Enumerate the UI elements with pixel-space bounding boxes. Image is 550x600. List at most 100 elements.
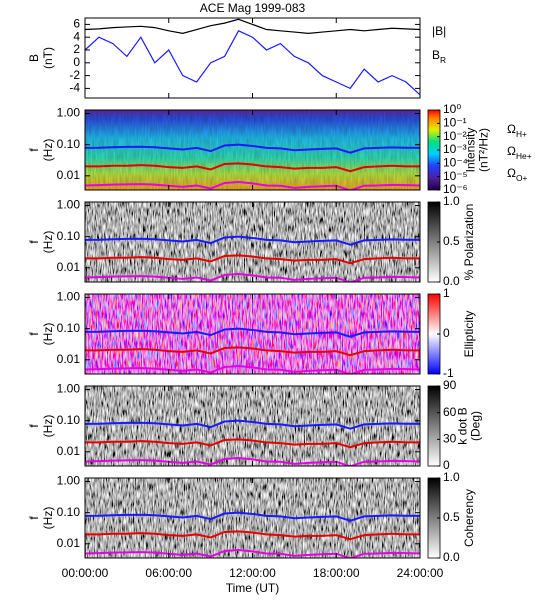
gyro-line xyxy=(85,549,420,558)
y-axis-label: f xyxy=(27,332,41,336)
y-tick-label: 0 xyxy=(73,55,80,69)
y-axis-label: f xyxy=(27,240,41,244)
y-tick-label: 1.00 xyxy=(57,198,81,212)
y-tick-label: -4 xyxy=(69,81,80,95)
legend-entry: |B| xyxy=(432,24,446,38)
y-tick-label: 1.00 xyxy=(57,474,81,488)
legend-entry: ΩO+ xyxy=(507,166,527,183)
y-axis-label: f xyxy=(27,516,41,520)
spectrogram-noise xyxy=(85,110,420,190)
colorbar-tick-label: 10⁻¹ xyxy=(443,116,467,130)
colorbar-tick-label: 30 xyxy=(443,432,457,446)
gyro-line xyxy=(85,254,420,265)
colorbar-tick-label: 10⁻³ xyxy=(443,142,467,156)
y-tick-label: 0.01 xyxy=(57,352,81,366)
y-tick-label: 1.00 xyxy=(57,290,81,304)
gyro-line xyxy=(85,273,420,282)
y-tick-label: 1.00 xyxy=(57,382,81,396)
colorbar xyxy=(427,385,441,467)
series-line xyxy=(85,18,420,34)
colorbar-label: Intensity xyxy=(464,128,478,173)
y-tick-label: 4 xyxy=(73,29,80,43)
y-tick-label: 0.10 xyxy=(57,137,81,151)
colorbar-label: Ellipticity xyxy=(462,311,476,358)
plot-area xyxy=(85,294,420,374)
plot-area xyxy=(85,18,420,96)
colorbar-label: % Polarization xyxy=(462,204,476,281)
y-axis-label: (nT) xyxy=(41,47,55,69)
colorbar-tick-label: 10⁻⁵ xyxy=(443,169,468,183)
colorbar-tick-label: 0 xyxy=(443,458,450,472)
gyro-line xyxy=(85,457,420,466)
x-tick-label: 24:00:00 xyxy=(397,566,444,580)
colorbar-tick-label: 0.5 xyxy=(443,234,460,248)
y-axis-label: f xyxy=(27,424,41,428)
colorbar-tick-label: 10⁻² xyxy=(443,129,467,143)
gyro-line xyxy=(85,143,420,154)
chart-title: ACE Mag 1999-083 xyxy=(200,1,306,15)
y-axis-label: (Hz) xyxy=(41,231,55,254)
y-tick-label: 1.00 xyxy=(57,106,81,120)
y-axis-label: B xyxy=(27,54,41,62)
y-tick-label: 6 xyxy=(73,17,80,31)
y-tick-label: 0.10 xyxy=(57,229,81,243)
colorbar-tick-label: 1.0 xyxy=(443,194,460,208)
colorbar-tick-label: 90 xyxy=(443,378,457,392)
gyro-line xyxy=(85,181,420,190)
gyro-line xyxy=(85,511,420,522)
colorbar-label: (nT²/Hz) xyxy=(477,128,491,172)
colorbar-tick-label: 10⁻⁴ xyxy=(443,156,468,170)
gyro-line xyxy=(85,365,420,374)
y-tick-label: 0.10 xyxy=(57,413,81,427)
y-tick-label: 0.01 xyxy=(57,168,81,182)
gyro-line xyxy=(85,438,420,449)
colorbar-tick-label: 10⁻⁶ xyxy=(443,182,468,196)
legend-entry: ΩH+ xyxy=(507,122,527,139)
x-tick-label: 18:00:00 xyxy=(313,566,360,580)
colorbar-tick-label: 0.0 xyxy=(443,274,460,288)
y-tick-label: 0.10 xyxy=(57,321,81,335)
plot-area xyxy=(85,386,420,466)
y-axis-label: f xyxy=(27,148,41,152)
y-axis-label: (Hz) xyxy=(41,323,55,346)
colorbar-tick-label: 0.0 xyxy=(443,550,460,564)
gyro-line xyxy=(85,530,420,541)
gyro-line xyxy=(85,346,420,357)
colorbar-tick-label: 60 xyxy=(443,405,457,419)
colorbar-tick-label: 10⁰ xyxy=(443,102,461,116)
x-tick-label: 06:00:00 xyxy=(145,566,192,580)
gyro-line xyxy=(85,162,420,173)
legend-entry: ΩHe+ xyxy=(507,144,532,161)
y-axis-label: (Hz) xyxy=(41,507,55,530)
colorbar-tick-label: 1.0 xyxy=(443,470,460,484)
x-tick-label: 12:00:00 xyxy=(229,566,276,580)
spectrogram-noise xyxy=(85,478,420,558)
colorbar-tick-label: 0.5 xyxy=(443,510,460,524)
plot-area xyxy=(85,110,420,190)
plot-area xyxy=(85,202,420,282)
y-tick-label: -2 xyxy=(69,68,80,82)
y-axis-label: (Hz) xyxy=(41,415,55,438)
colorbar-tick-label: 1 xyxy=(443,286,450,300)
x-axis-label: Time (UT) xyxy=(226,581,280,595)
colorbar-tick-label: -1 xyxy=(443,366,454,380)
spectrogram-noise xyxy=(85,202,420,282)
legend-entry: BR xyxy=(432,48,446,65)
spectrogram-noise xyxy=(85,386,420,466)
colorbar-label: Coherency xyxy=(462,489,476,547)
colorbar-tick-label: 0 xyxy=(443,326,450,340)
y-tick-label: 0.01 xyxy=(57,260,81,274)
plot-area xyxy=(85,478,420,558)
y-axis-label: (Hz) xyxy=(41,139,55,162)
colorbar-label: k dot B xyxy=(456,407,470,444)
y-tick-label: 0.01 xyxy=(57,536,81,550)
gyro-line xyxy=(85,327,420,338)
y-tick-label: 2 xyxy=(73,42,80,56)
x-tick-label: 00:00:00 xyxy=(62,566,109,580)
colorbar-label: (Deg) xyxy=(469,411,483,441)
series-line xyxy=(85,30,420,96)
y-tick-label: 0.10 xyxy=(57,505,81,519)
gyro-line xyxy=(85,235,420,246)
spectrogram-noise xyxy=(85,294,420,374)
